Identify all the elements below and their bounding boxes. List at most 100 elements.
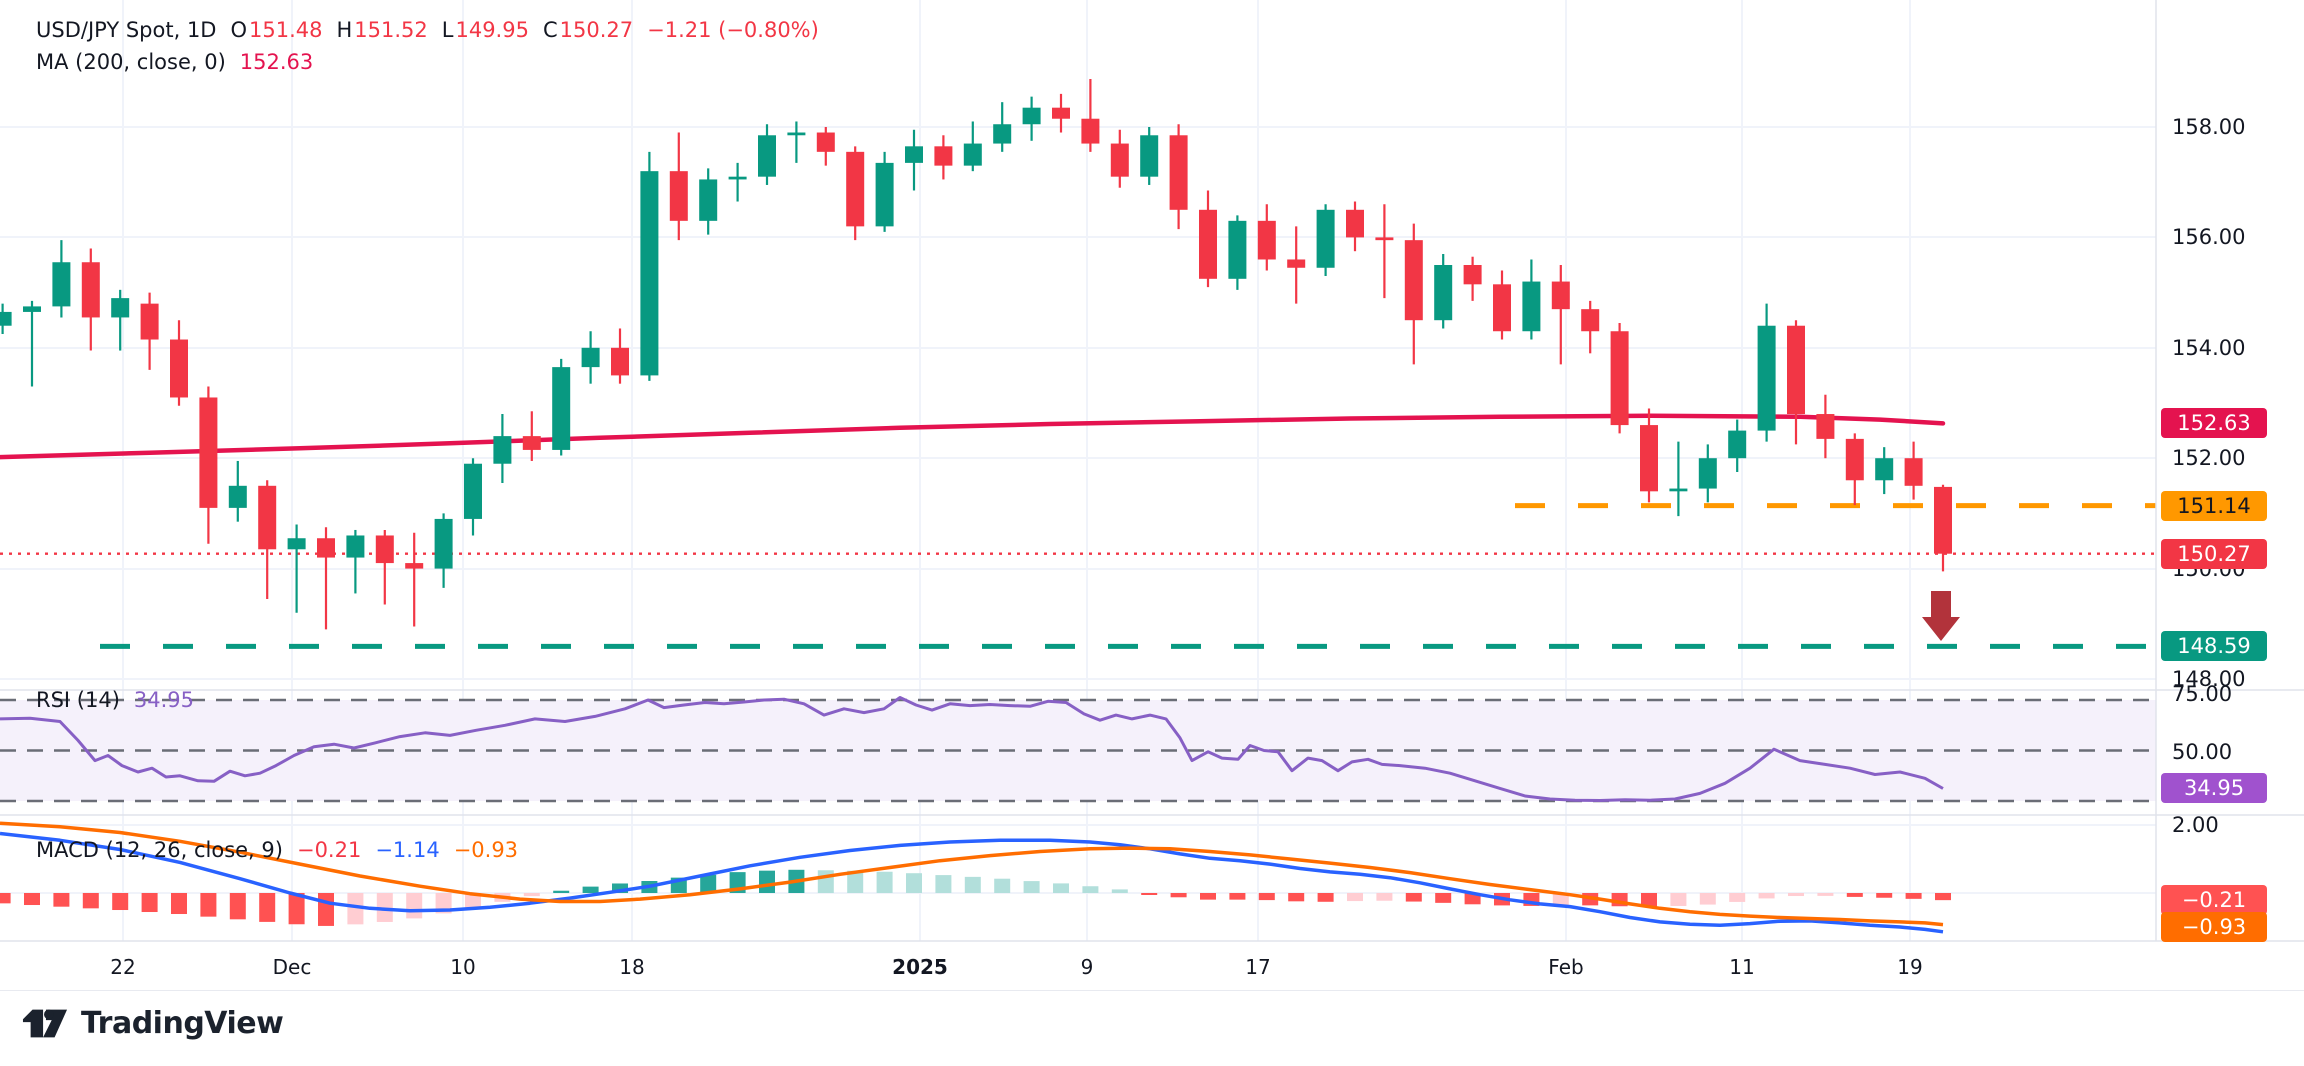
candle[interactable]	[846, 146, 865, 241]
candle[interactable]	[1140, 127, 1159, 185]
candle[interactable]	[1934, 484, 1952, 572]
rsi-legend[interactable]: RSI (14) 34.95	[36, 688, 194, 712]
price-tick-label: 152.00	[2172, 446, 2246, 470]
macd-line-value: −1.14	[375, 838, 440, 862]
candle[interactable]	[317, 527, 335, 630]
candle[interactable]	[1287, 226, 1306, 304]
candle[interactable]	[1669, 441, 1688, 517]
macd-histogram-bar	[1935, 893, 1951, 901]
tradingview-wordmark: TradingView	[81, 1006, 284, 1041]
candle[interactable]	[1816, 394, 1835, 459]
candle[interactable]	[1463, 256, 1482, 301]
candle[interactable]	[23, 300, 41, 387]
support-price-badge: 148.59	[2161, 631, 2267, 661]
candle[interactable]	[1845, 433, 1864, 506]
candle[interactable]	[1199, 190, 1217, 288]
candle[interactable]	[611, 328, 629, 384]
candle[interactable]	[1110, 129, 1129, 188]
candle[interactable]	[1404, 223, 1423, 365]
macd-histogram-bar	[1758, 893, 1775, 899]
macd-histogram-bar	[1053, 883, 1069, 893]
macd-histogram-bar	[964, 876, 981, 893]
rsi-label: RSI (14)	[36, 688, 120, 712]
candle[interactable]	[346, 529, 365, 594]
macd-signal-line[interactable]	[0, 821, 1944, 927]
macd-histogram-bar	[200, 893, 217, 917]
candle[interactable]	[1698, 444, 1717, 503]
symbol-title: USD/JPY Spot, 1D	[36, 18, 217, 42]
candle[interactable]	[287, 524, 306, 613]
candle[interactable]	[1169, 124, 1188, 230]
candle[interactable]	[728, 162, 747, 202]
candle[interactable]	[1875, 447, 1894, 495]
symbol-legend[interactable]: USD/JPY Spot, 1D O 151.48 H 151.52 L 149.95…	[36, 18, 819, 42]
macd-histogram-bar	[112, 893, 129, 911]
rsi-line[interactable]	[0, 696, 1944, 802]
candle[interactable]	[640, 151, 659, 381]
candle[interactable]	[1081, 78, 1100, 152]
candle[interactable]	[993, 102, 1012, 152]
candle[interactable]	[963, 121, 982, 172]
candle[interactable]	[1434, 253, 1453, 329]
macd-histogram-bar	[141, 893, 158, 913]
candle[interactable]	[699, 168, 718, 235]
candle[interactable]	[1346, 201, 1364, 252]
candle[interactable]	[758, 124, 776, 185]
macd-line[interactable]	[0, 831, 1944, 934]
candle[interactable]	[81, 248, 100, 351]
candle[interactable]	[1728, 419, 1747, 472]
candle[interactable]	[1257, 204, 1276, 271]
macd-histogram-bar	[847, 870, 864, 893]
candle[interactable]	[1551, 265, 1570, 365]
candle[interactable]	[1640, 408, 1658, 503]
candle[interactable]	[434, 513, 453, 588]
ma-legend[interactable]: MA (200, close, 0) 152.63	[36, 50, 313, 74]
candle[interactable]	[1904, 441, 1923, 500]
candle[interactable]	[405, 532, 424, 627]
macd-histogram-bar	[1347, 893, 1363, 902]
candle[interactable]	[581, 331, 600, 384]
candle[interactable]	[934, 135, 953, 180]
candle[interactable]	[52, 240, 71, 318]
candle[interactable]	[140, 292, 159, 370]
macd-histogram-bar	[1464, 893, 1481, 905]
candle[interactable]	[464, 458, 482, 536]
macd-histogram-bar	[1788, 893, 1804, 897]
time-tick-label: Feb	[1548, 955, 1584, 979]
candle[interactable]	[552, 358, 571, 456]
macd-histogram-bar	[759, 870, 775, 893]
candle[interactable]	[1228, 215, 1247, 290]
candle[interactable]	[816, 127, 835, 166]
time-tick-label: 19	[1897, 955, 1923, 979]
candle[interactable]	[1316, 204, 1335, 277]
candle[interactable]	[1787, 320, 1805, 445]
down-arrow-marker[interactable]	[1922, 591, 1960, 641]
candle[interactable]	[1493, 270, 1511, 340]
chart-canvas[interactable]	[0, 0, 2304, 991]
candle[interactable]	[875, 151, 894, 232]
candle[interactable]	[1022, 96, 1041, 141]
ma-200-line[interactable]	[0, 413, 1946, 460]
candle[interactable]	[1581, 300, 1600, 354]
candle[interactable]	[787, 121, 806, 163]
candle[interactable]	[111, 289, 130, 351]
candle[interactable]	[0, 303, 12, 334]
candle[interactable]	[199, 386, 218, 544]
candle[interactable]	[1052, 93, 1070, 133]
macd-histogram-bar	[1288, 893, 1305, 902]
candle[interactable]	[258, 480, 277, 599]
candle[interactable]	[1375, 204, 1394, 299]
candle[interactable]	[228, 460, 247, 522]
candle[interactable]	[905, 129, 923, 191]
macd-histogram-bar	[582, 886, 599, 893]
candle[interactable]	[493, 414, 512, 484]
candle[interactable]	[1757, 303, 1776, 442]
tradingview-logo[interactable]: TradingView	[22, 1006, 284, 1041]
candle[interactable]	[375, 529, 394, 605]
candle[interactable]	[522, 411, 541, 461]
candle[interactable]	[170, 320, 188, 406]
candle[interactable]	[1610, 322, 1629, 434]
candle[interactable]	[1522, 259, 1541, 340]
macd-legend[interactable]: MACD (12, 26, close, 9) −0.21 −1.14 −0.9…	[36, 838, 518, 862]
candle[interactable]	[669, 132, 688, 241]
